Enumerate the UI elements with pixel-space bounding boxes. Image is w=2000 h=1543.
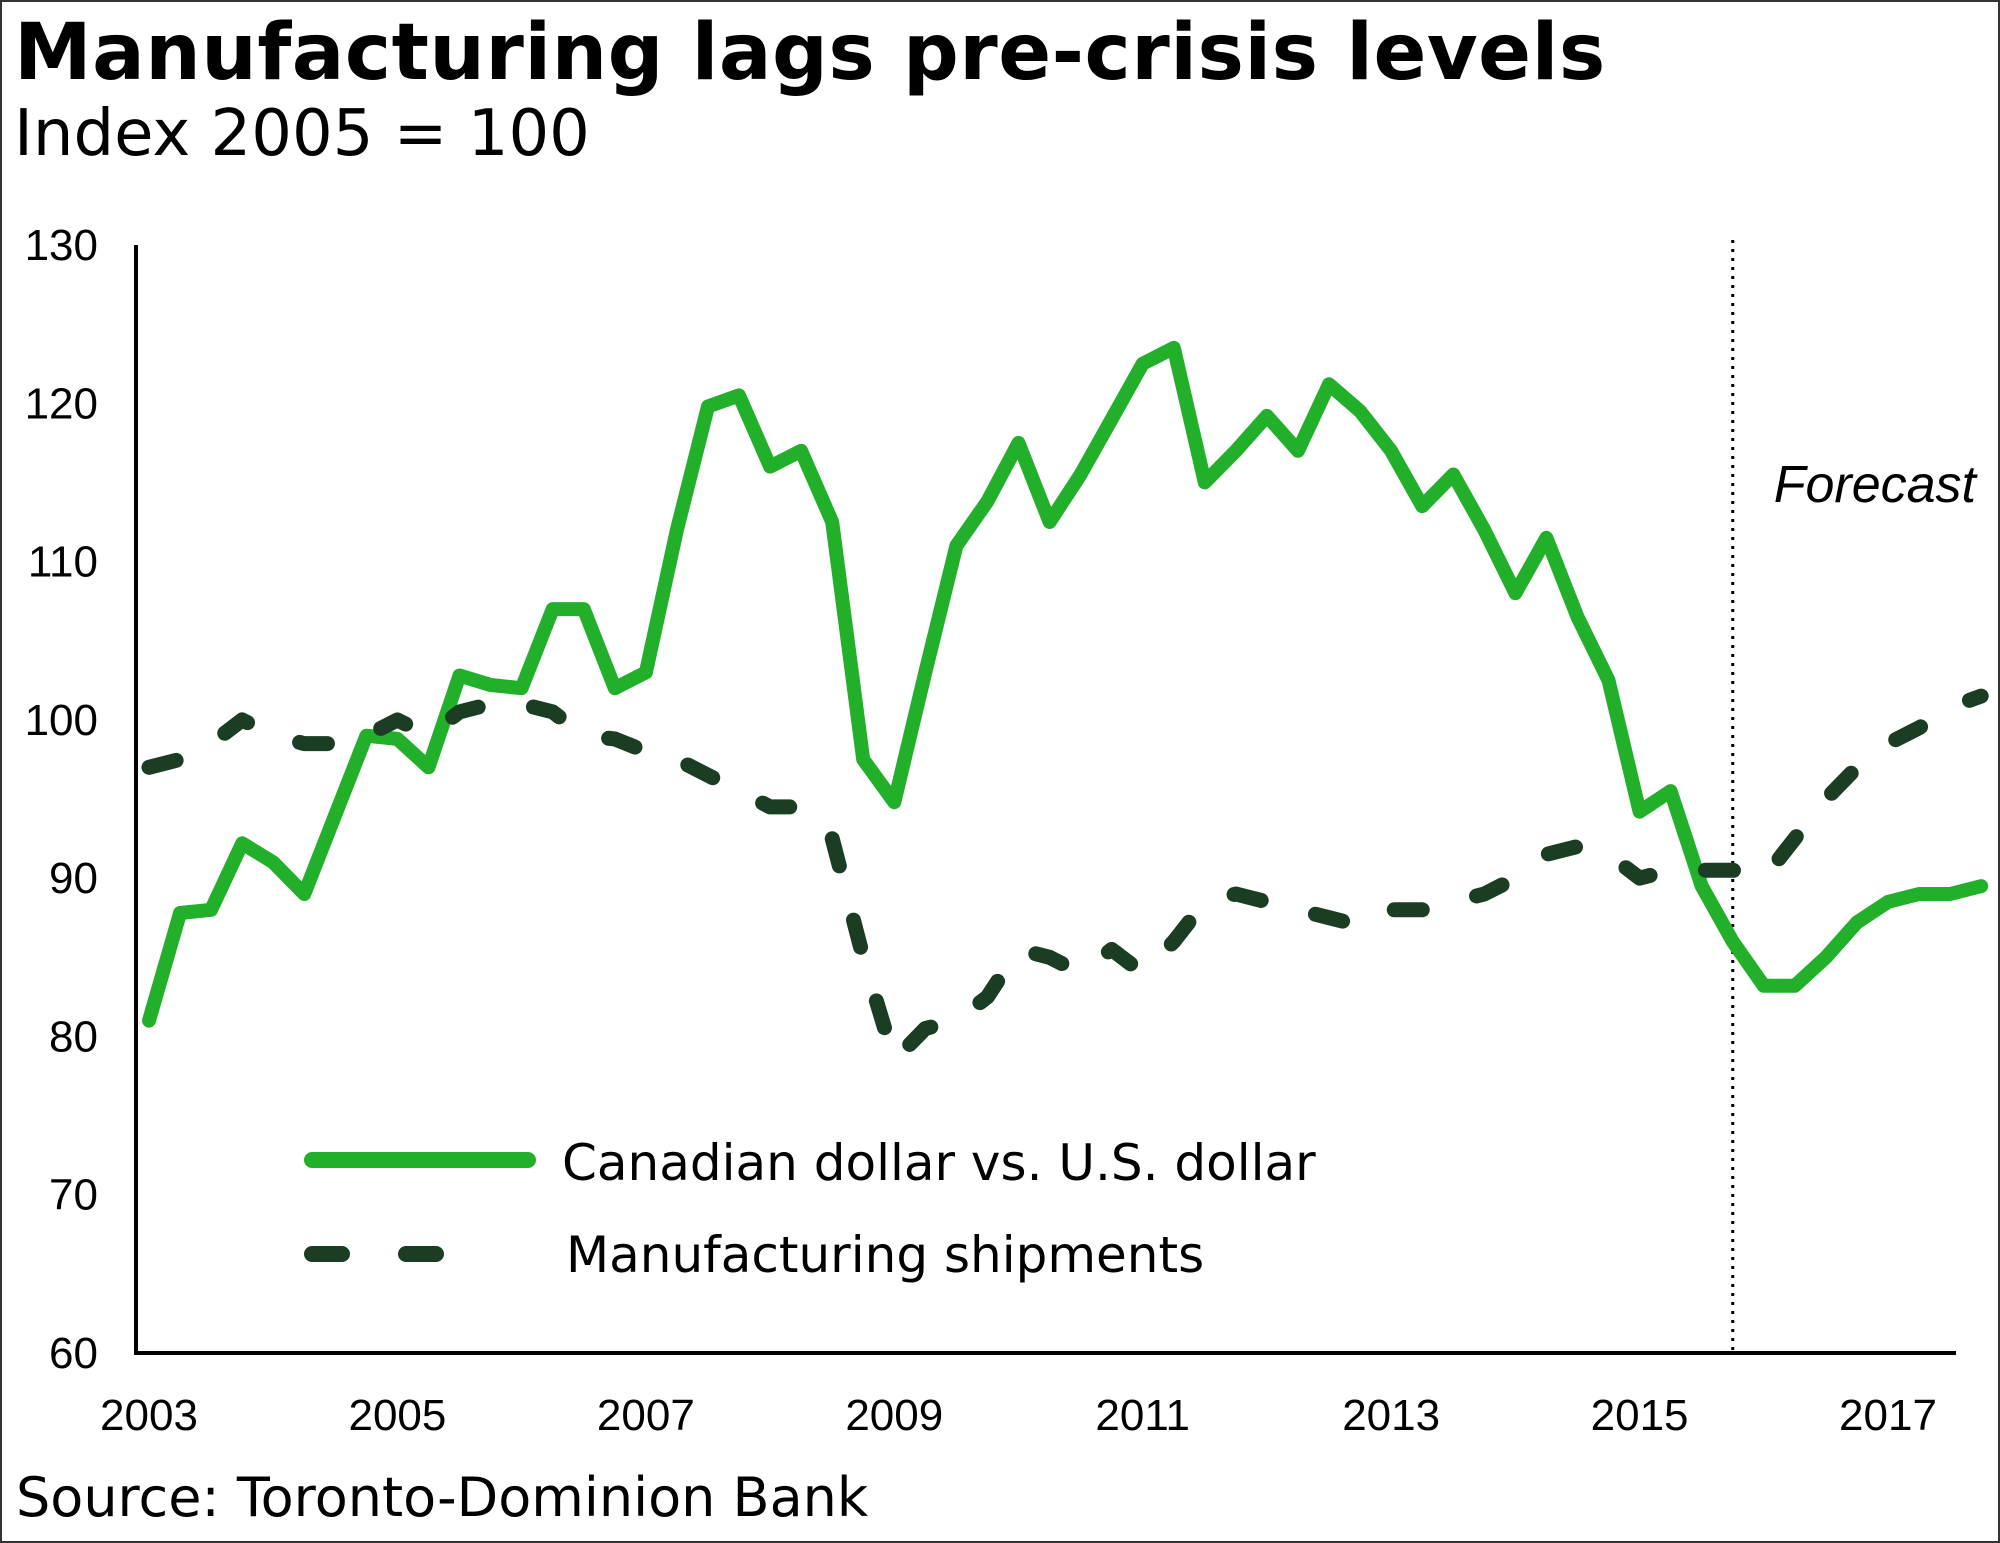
legend-label-cad: Canadian dollar vs. U.S. dollar — [562, 1134, 1316, 1192]
x-tick-label: 2011 — [1095, 1391, 1190, 1440]
y-tick-label: 110 — [28, 538, 98, 587]
y-tick-label: 100 — [25, 696, 98, 745]
y-tick-label: 60 — [49, 1329, 98, 1378]
x-tick-label: 2009 — [845, 1391, 943, 1440]
series-line-shipments — [141, 688, 1989, 1068]
x-tick-label: 2017 — [1839, 1391, 1937, 1440]
y-tick-label: 80 — [49, 1012, 98, 1061]
legend-label-shipments: Manufacturing shipments — [566, 1226, 1204, 1284]
x-tick-label: 2003 — [100, 1391, 198, 1440]
x-tick-label: 2007 — [597, 1391, 695, 1440]
chart-title: Manufacturing lags pre-crisis levels — [14, 8, 1606, 98]
y-tick-label: 70 — [49, 1171, 98, 1220]
y-tick-label: 90 — [49, 854, 98, 903]
chart-source: Source: Toronto-Dominion Bank — [16, 1466, 869, 1529]
y-tick-label: 120 — [25, 379, 98, 428]
x-tick-label: 2015 — [1591, 1391, 1689, 1440]
forecast-label: Forecast — [1774, 456, 1979, 514]
x-tick-label: 2005 — [348, 1391, 446, 1440]
series-line-cad — [142, 340, 1989, 1028]
x-tick-label: 2013 — [1342, 1391, 1440, 1440]
chart-legend: Canadian dollar vs. U.S. dollar Manufact… — [304, 1134, 1316, 1284]
chart-subtitle: Index 2005 = 100 — [14, 97, 590, 171]
y-tick-label: 130 — [25, 221, 98, 270]
